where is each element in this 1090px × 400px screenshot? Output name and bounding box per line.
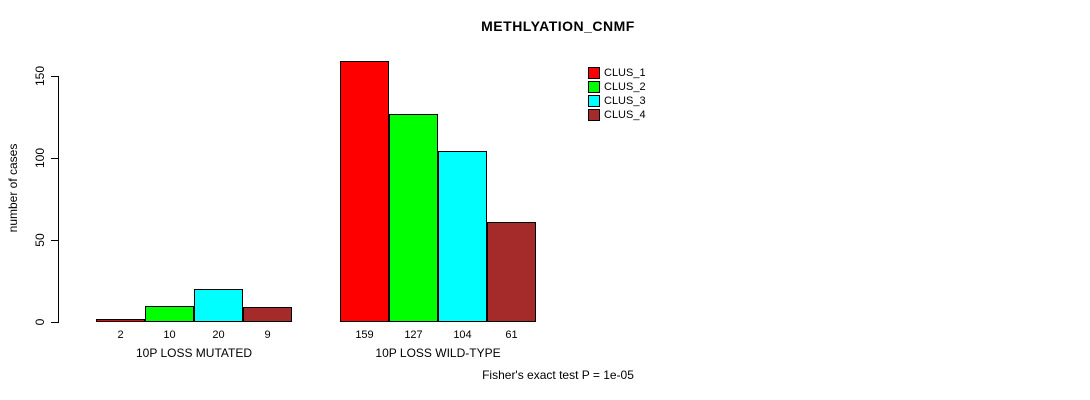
- legend-item-clus_2: CLUS_2: [588, 78, 646, 93]
- bar-value-label: 61: [505, 329, 518, 341]
- y-tick-label: 50: [33, 233, 47, 247]
- legend-swatch-icon: [588, 94, 600, 107]
- group-label-mutated: 10P LOSS MUTATED: [135, 346, 253, 360]
- bar-value-label: 20: [212, 329, 225, 341]
- bar-clus_1-group2: [340, 61, 389, 322]
- legend: CLUS_1 CLUS_2 CLUS_3 CLUS_4: [588, 64, 646, 121]
- bar-clus_2-group1: [145, 306, 194, 322]
- y-tick-label: 100: [33, 147, 47, 169]
- legend-label: CLUS_2: [604, 80, 646, 93]
- fisher-test-annotation: Fisher's exact test P = 1e-05: [482, 368, 634, 382]
- y-tick-label: 0: [33, 318, 47, 326]
- bar-value-label: 9: [264, 329, 271, 341]
- bar-value-label: 159: [355, 329, 374, 341]
- y-axis-line: [58, 76, 59, 323]
- legend-item-clus_1: CLUS_1: [588, 64, 646, 79]
- y-tick-mark: [51, 76, 58, 77]
- bar-clus_1-group1: [96, 319, 145, 322]
- bar-value-label: 10: [163, 329, 176, 341]
- legend-label: CLUS_4: [604, 108, 646, 121]
- y-axis-title: number of cases: [6, 143, 20, 233]
- bar-clus_4-group1: [243, 307, 292, 322]
- chart-title: METHLYATION_CNMF: [481, 18, 635, 34]
- legend-swatch-icon: [588, 66, 600, 79]
- y-tick-mark: [51, 322, 58, 323]
- y-tick-mark: [51, 158, 58, 159]
- bar-clus_2-group2: [389, 114, 438, 322]
- bar-value-label: 2: [117, 329, 124, 341]
- bar-value-label: 127: [404, 329, 423, 341]
- bar-clus_3-group1: [194, 289, 243, 322]
- legend-item-clus_3: CLUS_3: [588, 92, 646, 107]
- bar-clus_3-group2: [438, 151, 487, 322]
- legend-swatch-icon: [588, 108, 600, 121]
- y-tick-mark: [51, 240, 58, 241]
- bar-clus_4-group2: [487, 222, 536, 322]
- legend-label: CLUS_3: [604, 94, 646, 107]
- legend-item-clus_4: CLUS_4: [588, 106, 646, 121]
- group-label-wild-type: 10P LOSS WILD-TYPE: [375, 346, 501, 360]
- legend-label: CLUS_1: [604, 66, 646, 79]
- legend-swatch-icon: [588, 80, 600, 93]
- y-tick-label: 150: [33, 65, 47, 87]
- bar-value-label: 104: [453, 329, 472, 341]
